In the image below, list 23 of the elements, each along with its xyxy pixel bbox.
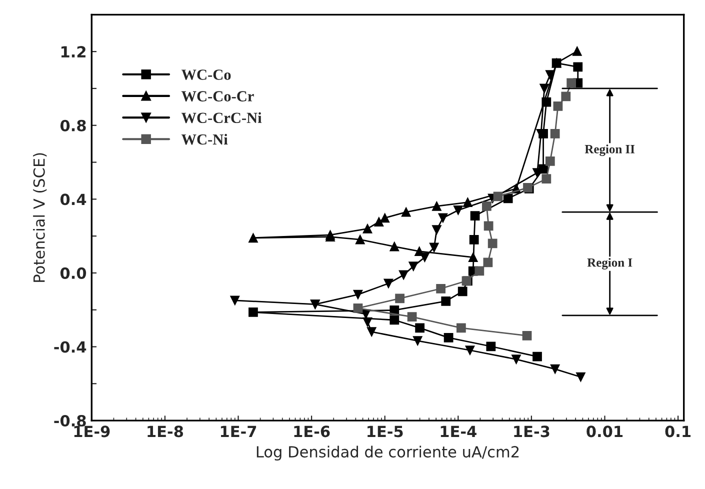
y-tick-label: 0.0	[60, 267, 86, 279]
legend-label: WC-Co-Cr	[181, 91, 254, 102]
annotation: Region II	[584, 144, 635, 156]
y-tick-label: 1.2	[61, 46, 86, 58]
legend-label: WC-Ni	[181, 134, 228, 145]
x-tick-label: 1E-7	[220, 426, 256, 438]
y-tick-label: 0.4	[60, 194, 86, 206]
y-tick-label: -0.8	[54, 415, 86, 427]
x-axis-title: Log Densidad de corriente uA/cm2	[256, 446, 519, 461]
y-axis-title: Potencial V (SCE)	[33, 153, 47, 282]
x-tick-label: 1E-9	[74, 426, 110, 438]
legend-label: WC-CrC-Ni	[181, 112, 262, 124]
x-tick-label: 0.01	[586, 426, 623, 438]
x-tick-label: 1E-6	[294, 426, 330, 438]
annotation: Region I	[587, 258, 632, 270]
y-tick-label: -0.4	[54, 341, 86, 353]
y-tick-label: 0.8	[60, 120, 86, 132]
x-tick-label: 1E-4	[440, 426, 476, 438]
x-tick-label: 1E-8	[148, 426, 184, 438]
x-tick-label: 1E-3	[514, 426, 550, 438]
x-tick-label: 0.1	[665, 426, 691, 438]
x-tick-label: 1E-5	[368, 426, 403, 438]
legend-label: WC-Co	[181, 70, 231, 80]
